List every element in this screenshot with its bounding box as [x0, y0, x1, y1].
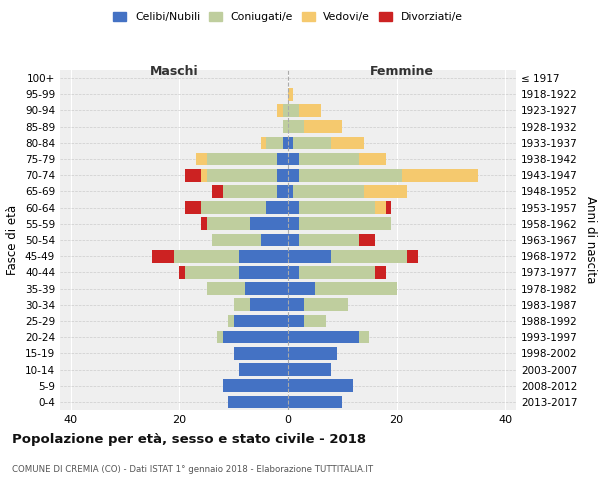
Y-axis label: Anni di nascita: Anni di nascita — [584, 196, 597, 284]
Bar — [299, 234, 359, 246]
Bar — [288, 104, 299, 117]
Bar — [288, 347, 337, 360]
Bar — [206, 169, 277, 181]
Bar — [239, 363, 288, 376]
Bar — [152, 250, 174, 262]
Bar — [359, 331, 370, 344]
Text: Popolazione per età, sesso e stato civile - 2018: Popolazione per età, sesso e stato civil… — [12, 432, 366, 446]
Bar — [206, 218, 250, 230]
Bar — [250, 218, 288, 230]
Bar — [228, 314, 234, 328]
Bar — [288, 120, 304, 133]
Text: Maschi: Maschi — [149, 65, 199, 78]
Bar — [201, 218, 206, 230]
Bar — [185, 266, 239, 278]
Bar — [375, 202, 386, 214]
Bar — [212, 185, 223, 198]
Bar — [239, 266, 288, 278]
Bar — [239, 250, 288, 262]
Bar — [277, 185, 288, 198]
Bar — [185, 169, 201, 181]
Bar — [223, 185, 277, 198]
Legend: Celibi/Nubili, Coniugati/e, Vedovi/e, Divorziati/e: Celibi/Nubili, Coniugati/e, Vedovi/e, Di… — [109, 8, 467, 27]
Bar — [359, 234, 375, 246]
Bar — [288, 380, 353, 392]
Bar — [288, 152, 299, 166]
Bar — [288, 282, 315, 295]
Bar — [288, 169, 299, 181]
Bar — [174, 250, 239, 262]
Bar — [407, 250, 418, 262]
Bar — [288, 234, 299, 246]
Bar — [299, 218, 391, 230]
Bar — [288, 185, 293, 198]
Bar — [299, 169, 402, 181]
Y-axis label: Fasce di età: Fasce di età — [7, 205, 19, 275]
Bar — [304, 314, 326, 328]
Bar — [288, 314, 304, 328]
Bar — [331, 250, 407, 262]
Bar — [245, 282, 288, 295]
Bar — [201, 169, 206, 181]
Bar — [261, 234, 288, 246]
Bar — [359, 152, 386, 166]
Bar — [375, 266, 386, 278]
Bar — [223, 380, 288, 392]
Bar — [304, 298, 348, 311]
Bar — [293, 185, 364, 198]
Bar — [277, 104, 283, 117]
Bar — [288, 202, 299, 214]
Bar — [196, 152, 206, 166]
Bar — [299, 104, 320, 117]
Bar — [293, 136, 331, 149]
Bar — [234, 314, 288, 328]
Bar — [288, 218, 299, 230]
Bar — [283, 104, 288, 117]
Bar — [315, 282, 397, 295]
Bar — [304, 120, 342, 133]
Bar — [261, 136, 266, 149]
Bar — [185, 202, 201, 214]
Bar — [299, 152, 359, 166]
Bar — [234, 298, 250, 311]
Bar — [288, 331, 359, 344]
Bar — [266, 202, 288, 214]
Bar — [277, 152, 288, 166]
Bar — [288, 88, 293, 101]
Bar — [277, 169, 288, 181]
Bar — [283, 136, 288, 149]
Bar — [206, 152, 277, 166]
Bar — [288, 136, 293, 149]
Bar — [299, 202, 375, 214]
Bar — [234, 347, 288, 360]
Bar — [288, 363, 331, 376]
Bar — [364, 185, 407, 198]
Bar — [402, 169, 478, 181]
Bar — [201, 202, 266, 214]
Bar — [331, 136, 364, 149]
Bar — [228, 396, 288, 408]
Bar — [299, 266, 375, 278]
Bar — [283, 120, 288, 133]
Bar — [288, 298, 304, 311]
Bar — [223, 331, 288, 344]
Text: COMUNE DI CREMIA (CO) - Dati ISTAT 1° gennaio 2018 - Elaborazione TUTTITALIA.IT: COMUNE DI CREMIA (CO) - Dati ISTAT 1° ge… — [12, 466, 373, 474]
Bar — [206, 282, 245, 295]
Bar — [217, 331, 223, 344]
Bar — [212, 234, 261, 246]
Bar — [288, 396, 342, 408]
Bar — [266, 136, 283, 149]
Bar — [250, 298, 288, 311]
Bar — [179, 266, 185, 278]
Bar — [288, 250, 331, 262]
Text: Femmine: Femmine — [370, 65, 434, 78]
Bar — [386, 202, 391, 214]
Bar — [288, 266, 299, 278]
